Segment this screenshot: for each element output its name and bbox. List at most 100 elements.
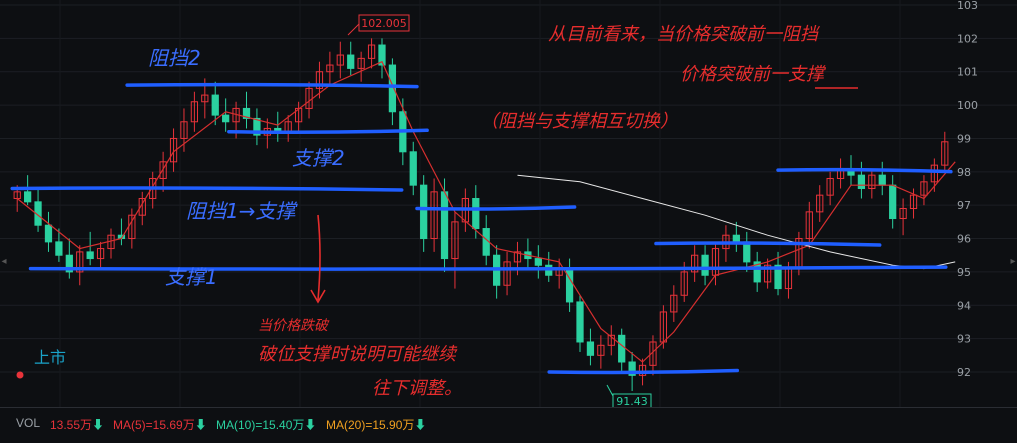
candle-body bbox=[701, 254, 709, 276]
candle bbox=[701, 245, 709, 286]
candle bbox=[586, 328, 595, 366]
candle bbox=[253, 108, 261, 146]
candle-body bbox=[420, 184, 428, 240]
down-arrow-icon: ⬇ bbox=[194, 418, 207, 432]
candle-body bbox=[159, 161, 167, 179]
candle bbox=[347, 41, 355, 76]
down-arrow-icon: ⬇ bbox=[92, 418, 105, 432]
candle-body bbox=[816, 194, 824, 213]
y-tick-label: 101 bbox=[957, 66, 978, 79]
candle-body bbox=[763, 264, 772, 283]
candle-body bbox=[180, 121, 188, 139]
scroll-right-icon[interactable]: ▸ bbox=[1010, 256, 1016, 267]
candle bbox=[920, 175, 928, 206]
candle-body bbox=[941, 141, 949, 166]
candle bbox=[169, 128, 178, 172]
candle bbox=[378, 38, 386, 79]
candle-body bbox=[451, 221, 459, 260]
candle-body bbox=[86, 251, 94, 260]
level-line bbox=[227, 128, 429, 135]
candle-body bbox=[638, 364, 647, 376]
candle-body bbox=[190, 101, 199, 123]
resist-2-label: 阻挡2 bbox=[148, 46, 201, 70]
candle-body bbox=[868, 174, 876, 189]
candle bbox=[128, 208, 136, 249]
candle bbox=[86, 231, 94, 266]
vol-label: VOL bbox=[16, 416, 41, 430]
candle bbox=[294, 101, 303, 132]
candle bbox=[420, 175, 428, 252]
candle bbox=[117, 218, 126, 246]
candle bbox=[649, 335, 657, 376]
candle bbox=[899, 198, 907, 236]
arrow-down-icon bbox=[310, 214, 326, 304]
candle bbox=[691, 245, 699, 282]
candle-body bbox=[732, 234, 740, 243]
max-price-marker: 102.005 bbox=[347, 14, 410, 36]
candle bbox=[868, 168, 876, 199]
support-2-label: 支撑2 bbox=[292, 146, 345, 170]
candle-body bbox=[440, 191, 449, 260]
y-tick-label: 97 bbox=[957, 199, 971, 212]
candle-body bbox=[826, 177, 834, 196]
y-tick-label: 100 bbox=[957, 99, 978, 112]
y-tick-label: 98 bbox=[957, 166, 971, 179]
candle-body bbox=[430, 191, 438, 240]
note-line-3: （阻挡与支撑相互切换） bbox=[480, 111, 678, 132]
candle bbox=[805, 201, 813, 249]
down-arrow-icon: ⬇ bbox=[304, 418, 317, 432]
candle-body bbox=[576, 301, 584, 343]
candle-body bbox=[503, 261, 511, 286]
break-note-line-3: 往下调整。 bbox=[372, 378, 462, 399]
candle bbox=[774, 251, 782, 296]
candle-body bbox=[367, 44, 376, 59]
listing-dot bbox=[16, 371, 24, 379]
candle-body bbox=[691, 254, 699, 273]
break-note-line-1: 当价格跌破 bbox=[258, 318, 330, 334]
candle-body bbox=[378, 44, 386, 66]
candle-body bbox=[24, 191, 32, 203]
y-tick-label: 92 bbox=[957, 366, 971, 379]
y-tick-label: 103 bbox=[957, 0, 978, 12]
candle-body bbox=[357, 57, 365, 69]
candle bbox=[242, 91, 251, 129]
scroll-left-icon[interactable]: ◂ bbox=[1, 256, 7, 267]
candle-body bbox=[618, 334, 626, 363]
candle bbox=[107, 228, 115, 259]
candle-body bbox=[628, 361, 636, 376]
candle-body bbox=[670, 294, 678, 313]
level-line bbox=[28, 265, 948, 271]
candle-body bbox=[347, 54, 355, 69]
moving-average-lines bbox=[16, 60, 956, 363]
candle bbox=[336, 41, 344, 79]
candle-body bbox=[211, 94, 219, 116]
candle bbox=[211, 81, 219, 126]
candle-body bbox=[76, 251, 84, 273]
support-resistance-lines bbox=[10, 82, 953, 375]
y-tick-label: 102 bbox=[957, 32, 978, 45]
candle-body bbox=[253, 117, 261, 136]
candle-body bbox=[169, 137, 178, 163]
candle-body bbox=[930, 164, 938, 183]
candle bbox=[857, 161, 866, 199]
candle bbox=[190, 91, 199, 132]
candle-body bbox=[201, 94, 209, 103]
vol-ma5: MA(5)=15.69万⬇ bbox=[113, 418, 207, 432]
candle bbox=[670, 285, 678, 322]
candle bbox=[878, 161, 886, 196]
candle bbox=[274, 111, 282, 142]
candle-body bbox=[586, 341, 595, 356]
candle bbox=[597, 335, 605, 369]
candle bbox=[24, 175, 32, 206]
candle-body bbox=[55, 241, 63, 256]
candle bbox=[357, 51, 365, 82]
candle-body bbox=[222, 114, 230, 123]
candle bbox=[524, 238, 532, 269]
candle bbox=[565, 258, 574, 312]
candle-body bbox=[96, 248, 105, 260]
candle bbox=[55, 228, 63, 262]
candle-body bbox=[409, 151, 417, 186]
candle bbox=[753, 251, 761, 292]
min-price-marker: 91.43 bbox=[606, 384, 652, 407]
